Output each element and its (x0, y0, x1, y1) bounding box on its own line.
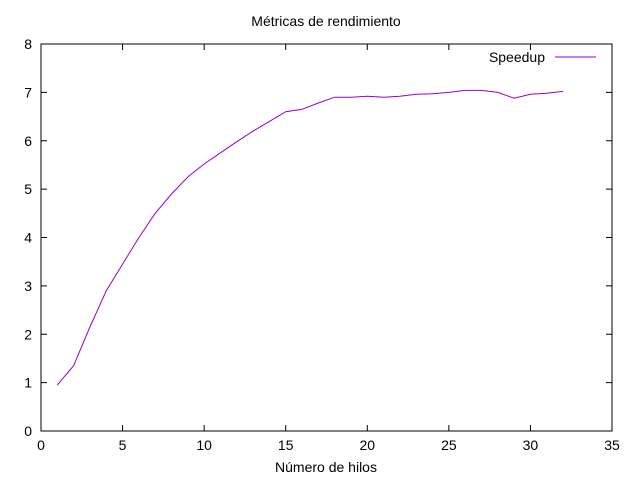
x-tick-label: 15 (278, 437, 294, 453)
series-layer (56, 89, 564, 386)
y-tick-label: 5 (24, 181, 32, 197)
y-tick-label: 8 (24, 36, 32, 52)
y-tick-label: 2 (24, 326, 32, 342)
x-tick-label: 5 (119, 437, 127, 453)
x-tick-label: 25 (441, 437, 457, 453)
y-tick-label: 3 (24, 278, 32, 294)
x-tick-label: 35 (604, 437, 620, 453)
y-tick-label: 7 (24, 84, 32, 100)
x-tick-label: 0 (37, 437, 45, 453)
series-line-speedup (56, 89, 564, 386)
x-tick-label: 20 (359, 437, 375, 453)
x-axis-label: Número de hilos (275, 459, 377, 475)
x-tick-label: 10 (196, 437, 212, 453)
legend: Speedup (489, 49, 596, 65)
x-tick-label: 30 (523, 437, 539, 453)
y-tick-label: 1 (24, 375, 32, 391)
y-tick-label: 4 (24, 230, 32, 246)
chart-title: Métricas de rendimiento (251, 13, 401, 29)
plot-frame (40, 43, 613, 432)
axis-ticks: 0 5 10 15 20 25 30 35 0 1 2 3 4 5 6 7 8 (24, 36, 620, 453)
y-tick-label: 6 (24, 133, 32, 149)
y-tick-label: 0 (24, 423, 32, 439)
legend-label: Speedup (489, 49, 545, 65)
